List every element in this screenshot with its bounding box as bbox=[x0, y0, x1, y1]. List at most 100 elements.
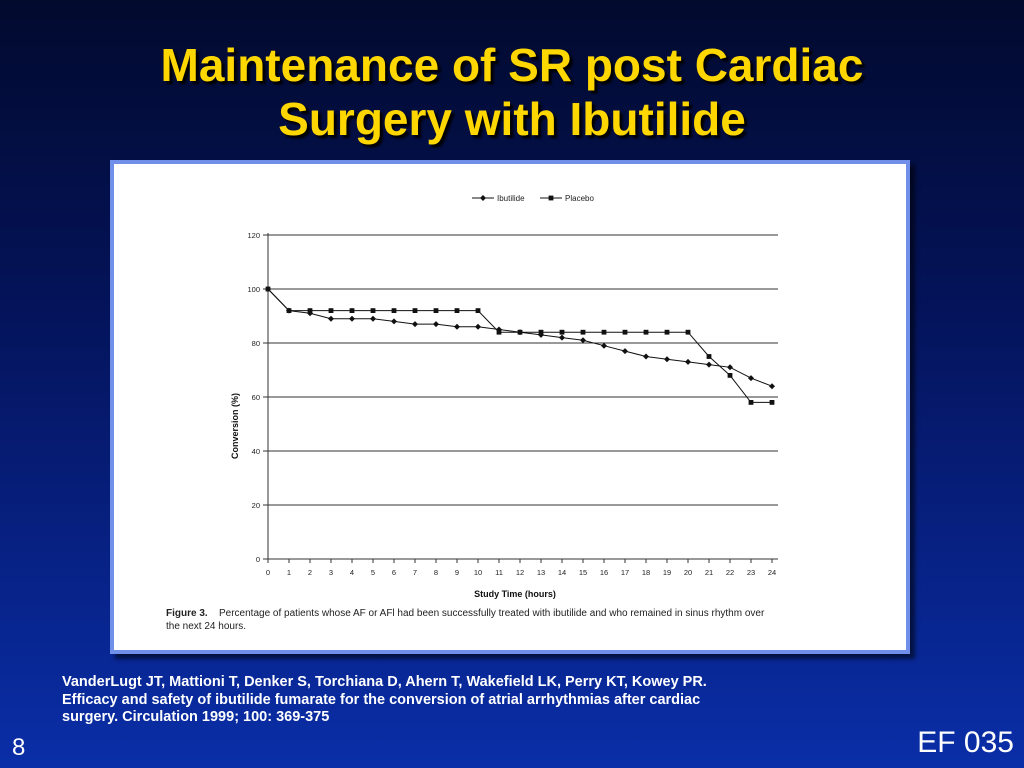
x-tick-label-23: 23 bbox=[747, 568, 755, 577]
point-placebo-22 bbox=[727, 373, 733, 378]
x-tick-label-15: 15 bbox=[579, 568, 587, 577]
point-ibutilide-24 bbox=[769, 383, 775, 390]
x-tick-label-8: 8 bbox=[434, 568, 438, 577]
point-ibutilide-5 bbox=[370, 315, 376, 322]
legend-item-placebo: Placebo bbox=[540, 194, 594, 203]
x-tick-label-10: 10 bbox=[474, 568, 482, 577]
series-ibutilide bbox=[265, 286, 775, 390]
figure-caption-text: Percentage of patients whose AF or AFl h… bbox=[219, 608, 765, 619]
y-tick-label-60: 60 bbox=[252, 393, 260, 402]
point-ibutilide-3 bbox=[328, 315, 334, 322]
point-placebo-21 bbox=[706, 354, 712, 359]
y-tick-labels: 0 20 40 60 80 100 120 bbox=[247, 231, 260, 564]
x-tick-label-24: 24 bbox=[768, 568, 776, 577]
series-line-ibutilide bbox=[267, 288, 773, 387]
point-ibutilide-8 bbox=[433, 321, 439, 328]
citation-line3: surgery. Circulation 1999; 100: 369-375 bbox=[62, 709, 330, 725]
x-tick-label-6: 6 bbox=[392, 568, 396, 577]
point-placebo-9 bbox=[454, 308, 460, 313]
slide-title-line1: Maintenance of SR post Cardiac bbox=[160, 39, 864, 91]
citation: VanderLugt JT, Mattioni T, Denker S, Tor… bbox=[62, 674, 862, 727]
x-tick-label-7: 7 bbox=[413, 568, 417, 577]
series-line-placebo bbox=[267, 288, 772, 403]
point-placebo-4 bbox=[349, 308, 355, 313]
chart-series bbox=[265, 286, 775, 405]
point-ibutilide-17 bbox=[622, 348, 628, 355]
point-placebo-24 bbox=[769, 400, 775, 405]
x-tick-label-5: 5 bbox=[371, 568, 375, 577]
point-ibutilide-15 bbox=[580, 337, 586, 344]
point-ibutilide-18 bbox=[643, 353, 649, 360]
x-tick-label-22: 22 bbox=[726, 568, 734, 577]
point-placebo-0 bbox=[265, 286, 271, 292]
point-placebo-15 bbox=[580, 329, 586, 335]
point-placebo-17 bbox=[622, 329, 628, 335]
point-ibutilide-2 bbox=[307, 310, 313, 317]
point-placebo-10 bbox=[475, 308, 481, 313]
citation-line2: Efficacy and safety of ibutilide fumarat… bbox=[62, 691, 701, 708]
legend-label-ibutilide: Ibutilide bbox=[497, 194, 525, 203]
x-tick-label-19: 19 bbox=[663, 568, 671, 577]
x-tick-label-3: 3 bbox=[329, 568, 333, 577]
y-tick-label-100: 100 bbox=[247, 285, 260, 294]
x-tick-label-20: 20 bbox=[684, 568, 692, 577]
x-tick-label-16: 16 bbox=[600, 568, 608, 577]
x-tick-label-2: 2 bbox=[308, 568, 312, 577]
figure-caption-text-line2: the next 24 hours. bbox=[166, 621, 246, 632]
chart-grid bbox=[268, 234, 778, 506]
point-placebo-3 bbox=[328, 308, 334, 313]
legend-marker-ibutilide bbox=[480, 195, 486, 201]
chart-figure: 0 20 40 60 80 100 120 0 1 2 3 4 5 6 7 8 9 10 11 12 13 14 15 16… bbox=[110, 160, 910, 654]
point-placebo-6 bbox=[391, 308, 397, 313]
point-ibutilide-4 bbox=[349, 315, 355, 322]
point-placebo-13 bbox=[538, 329, 544, 335]
point-ibutilide-10 bbox=[475, 323, 481, 330]
slide-number: 8 bbox=[12, 734, 26, 761]
point-ibutilide-19 bbox=[664, 356, 670, 363]
legend-item-ibutilide: Ibutilide bbox=[472, 194, 525, 203]
point-placebo-19 bbox=[664, 329, 670, 335]
legend-marker-placebo bbox=[548, 195, 554, 201]
series-placebo bbox=[265, 286, 775, 405]
point-placebo-2 bbox=[307, 308, 313, 313]
x-tick-label-1: 1 bbox=[287, 568, 291, 577]
x-tick-label-4: 4 bbox=[350, 568, 354, 577]
y-tick-label-80: 80 bbox=[252, 339, 260, 348]
slide-title: Maintenance of SR post Cardiac Surgery w… bbox=[0, 38, 1024, 146]
point-placebo-7 bbox=[412, 308, 418, 313]
x-tick-label-14: 14 bbox=[558, 568, 566, 577]
y-tick-label-20: 20 bbox=[252, 501, 260, 510]
point-placebo-20 bbox=[685, 329, 691, 335]
y-tick-label-40: 40 bbox=[252, 447, 260, 456]
point-ibutilide-22 bbox=[727, 364, 733, 371]
slide-code: EF 035 bbox=[917, 726, 1014, 759]
x-tick-label-18: 18 bbox=[642, 568, 650, 577]
x-tick-label-17: 17 bbox=[621, 568, 629, 577]
point-ibutilide-21 bbox=[706, 361, 712, 368]
point-placebo-14 bbox=[559, 329, 565, 335]
point-ibutilide-6 bbox=[391, 318, 397, 325]
y-tick-label-120: 120 bbox=[247, 231, 260, 240]
x-tick-label-13: 13 bbox=[537, 568, 545, 577]
x-tick-label-12: 12 bbox=[516, 568, 524, 577]
point-placebo-12 bbox=[517, 329, 523, 335]
point-placebo-11 bbox=[496, 329, 502, 335]
figure-caption-label: Figure 3. bbox=[166, 608, 208, 619]
slide-title-line2: Surgery with Ibutilide bbox=[278, 93, 746, 145]
x-tick-label-0: 0 bbox=[266, 568, 270, 577]
x-tick-label-11: 11 bbox=[495, 568, 503, 577]
point-placebo-23 bbox=[748, 400, 754, 405]
point-ibutilide-7 bbox=[412, 321, 418, 328]
x-tick-label-21: 21 bbox=[705, 568, 713, 577]
point-placebo-5 bbox=[370, 308, 376, 313]
point-placebo-16 bbox=[601, 329, 607, 335]
citation-line1: VanderLugt JT, Mattioni T, Denker S, Tor… bbox=[62, 674, 707, 690]
y-axis-label: Conversion (%) bbox=[230, 393, 240, 459]
point-ibutilide-16 bbox=[601, 342, 607, 349]
chart-axes bbox=[263, 233, 778, 563]
chart-legend: Ibutilide Placebo bbox=[472, 194, 594, 203]
x-tick-labels: 0 1 2 3 4 5 6 7 8 9 10 11 12 13 14 15 16 17 18 19 20 21 22 23 24 bbox=[266, 568, 776, 577]
point-ibutilide-20 bbox=[685, 358, 691, 365]
point-ibutilide-14 bbox=[559, 334, 565, 341]
x-tick-label-9: 9 bbox=[455, 568, 459, 577]
